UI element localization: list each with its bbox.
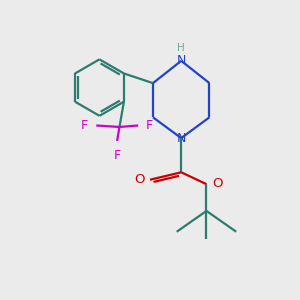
Text: F: F bbox=[146, 119, 153, 132]
Text: N: N bbox=[176, 54, 186, 67]
Text: F: F bbox=[81, 119, 88, 132]
Text: H: H bbox=[177, 43, 185, 52]
Text: O: O bbox=[134, 172, 145, 186]
Text: O: O bbox=[212, 177, 222, 190]
Text: N: N bbox=[176, 132, 186, 145]
Text: F: F bbox=[113, 149, 121, 162]
